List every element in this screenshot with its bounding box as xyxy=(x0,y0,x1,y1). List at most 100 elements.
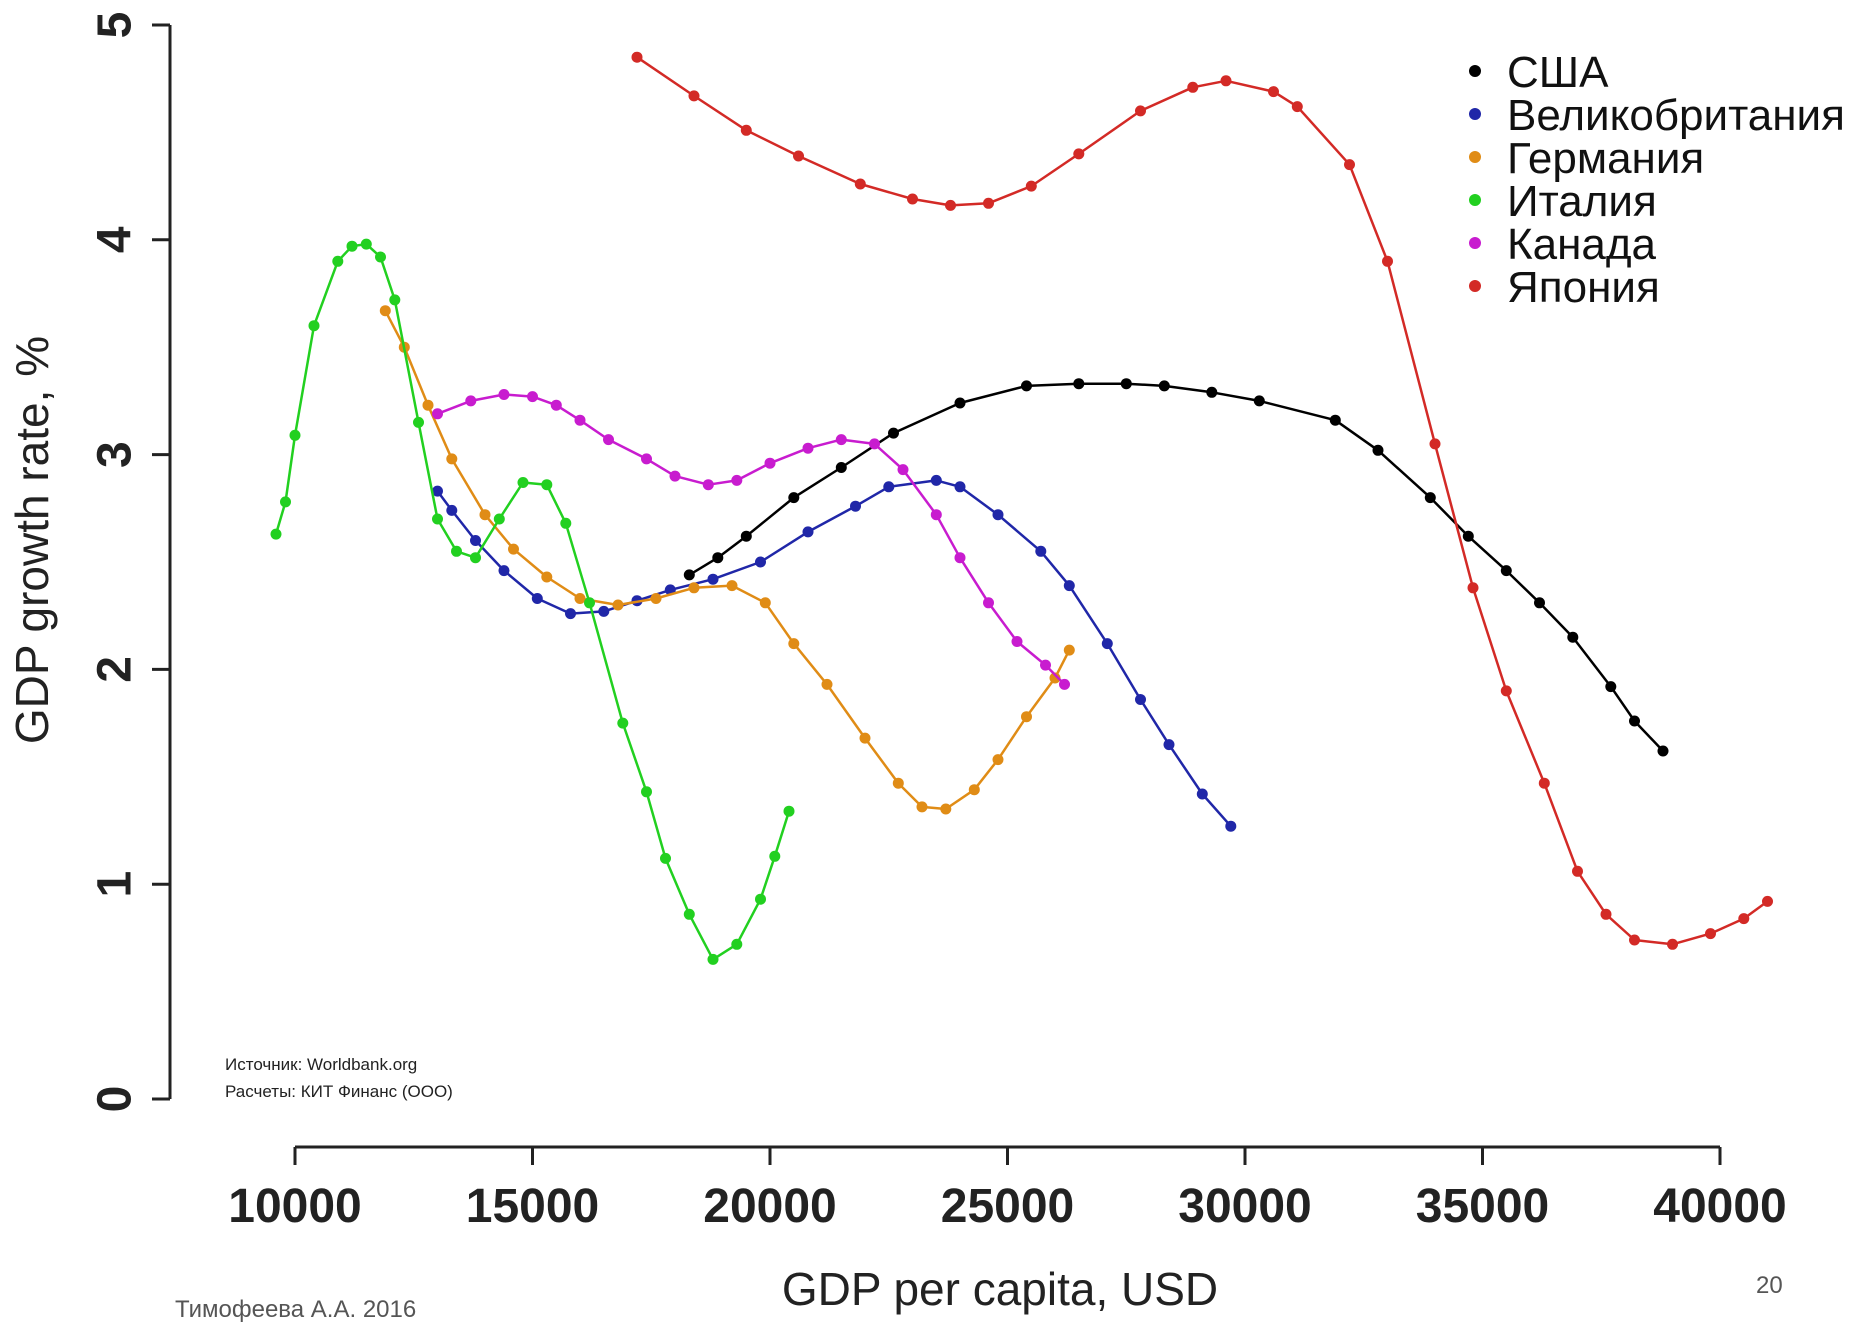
series-5-point xyxy=(1467,582,1479,594)
series-5-point xyxy=(1135,105,1146,117)
y-ticks: 0 1 2 3 4 5 xyxy=(89,12,170,1113)
series-4-point xyxy=(930,509,942,521)
series-4-point xyxy=(802,442,814,454)
series-1-point xyxy=(1101,638,1113,650)
x-tick-label: 10000 xyxy=(228,1180,361,1233)
legend-label: Великобритания xyxy=(1507,91,1845,140)
series-0-point xyxy=(1605,681,1617,693)
series-3-point xyxy=(308,320,320,332)
series-3-point xyxy=(270,528,282,540)
series-3-point xyxy=(707,953,719,965)
series-0-point xyxy=(1424,492,1436,504)
series-0-point xyxy=(1253,395,1265,407)
x-axis-title: GDP per capita, USD xyxy=(782,1263,1218,1315)
legend-marker xyxy=(1469,108,1481,120)
x-tick-label: 40000 xyxy=(1653,1180,1786,1233)
series-4-point xyxy=(550,399,562,411)
series-4 xyxy=(432,389,1070,690)
series-5-point xyxy=(1600,908,1612,920)
y-axis-title: GDP growth rate, % xyxy=(6,336,58,744)
series-4-point xyxy=(764,457,776,469)
y-tick-label: 5 xyxy=(89,12,142,39)
series-1-point xyxy=(498,565,510,577)
series-4-point xyxy=(527,391,538,403)
series-3-point xyxy=(560,517,572,529)
series-5 xyxy=(631,51,1773,950)
series-3-point xyxy=(755,893,766,905)
source-note: Источник: Worldbank.org Расчеты: КИТ Фин… xyxy=(225,1055,453,1101)
series-5-point xyxy=(1667,938,1678,950)
series-2-point xyxy=(892,777,904,789)
series-5-point xyxy=(983,197,994,209)
series-1-point xyxy=(565,608,576,620)
axes: 0 1 2 3 4 5 10000 15000 20000 25000 30000 35000 400… xyxy=(6,12,1787,1315)
series-2-point xyxy=(1049,672,1061,684)
series-0-point xyxy=(1629,715,1640,727)
series-0-point xyxy=(1657,745,1669,757)
series-4-line xyxy=(437,393,1066,686)
legend-label: Канада xyxy=(1507,220,1657,269)
series-0-point xyxy=(1500,565,1512,577)
series-4-point xyxy=(1040,659,1051,671)
series-0-point xyxy=(1567,631,1579,643)
series-0-point xyxy=(1158,380,1170,392)
series-3-point xyxy=(375,251,386,263)
series-2 xyxy=(379,305,1075,815)
series-2-point xyxy=(821,678,833,690)
y-tick-label: 3 xyxy=(89,441,142,468)
series-0-point xyxy=(1120,378,1132,390)
series-1-point xyxy=(1035,545,1047,557)
series-5-point xyxy=(1382,255,1393,267)
series-2-point xyxy=(968,784,980,796)
y-tick-label: 0 xyxy=(89,1086,142,1113)
series-0-point xyxy=(1206,386,1218,398)
series-3-point xyxy=(683,908,695,920)
series-4-point xyxy=(465,395,477,407)
series-1-line xyxy=(436,479,1232,828)
series-4-point xyxy=(574,414,586,426)
series-4-point xyxy=(432,408,443,420)
series-1-point xyxy=(470,535,481,546)
series-3-point xyxy=(731,938,743,950)
series-5-point xyxy=(1025,180,1037,192)
series-2-point xyxy=(916,801,928,813)
series-3-point xyxy=(346,240,358,252)
series-2-point xyxy=(541,571,553,583)
legend-marker xyxy=(1469,237,1481,249)
series-3-point xyxy=(769,850,781,862)
series-4-point xyxy=(897,464,909,476)
x-tick-label: 30000 xyxy=(1178,1180,1311,1233)
series-4-point xyxy=(702,479,714,491)
series-3-point xyxy=(517,477,529,488)
series-0-point xyxy=(1462,530,1474,542)
series-0-point xyxy=(1073,378,1085,390)
series-5-point xyxy=(1629,934,1640,946)
series-2-point xyxy=(992,754,1004,766)
x-tick-label: 20000 xyxy=(703,1180,836,1233)
series-1-point xyxy=(598,605,610,617)
series-3-point xyxy=(389,294,401,306)
series-1-point xyxy=(802,526,814,538)
y-tick-label: 4 xyxy=(89,226,142,253)
series-3-point xyxy=(360,238,372,250)
series-3-point xyxy=(289,429,301,441)
series-5-point xyxy=(1187,81,1199,93)
legend-marker xyxy=(1469,151,1481,163)
series-5-point xyxy=(1738,913,1750,925)
series-3-point xyxy=(493,513,505,525)
series-1-point xyxy=(1196,788,1208,800)
series-0-point xyxy=(712,552,724,564)
series-1-point xyxy=(707,573,719,585)
x-ticks: 10000 15000 20000 25000 30000 35000 40000 xyxy=(228,1147,1787,1233)
series-0 xyxy=(683,378,1669,757)
x-tick-label: 35000 xyxy=(1416,1180,1549,1233)
series-2-point xyxy=(479,509,491,521)
series-2-point xyxy=(446,453,458,465)
legend-label: США xyxy=(1507,48,1609,97)
series-5-point xyxy=(1572,865,1583,877)
y-tick-label: 1 xyxy=(89,871,142,898)
series-5-point xyxy=(1705,928,1716,940)
series-4-point xyxy=(869,438,880,450)
series-2-point xyxy=(859,732,871,744)
